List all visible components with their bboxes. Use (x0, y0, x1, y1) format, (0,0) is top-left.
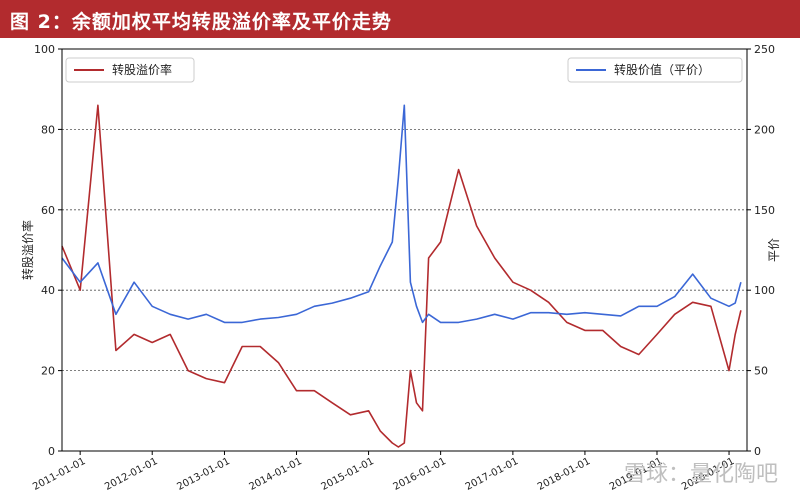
legend-box-left (65, 57, 195, 83)
right-axis-label: 平价 (767, 238, 781, 262)
right-tick-label: 100 (754, 284, 775, 297)
legend-label-premium: 转股溢价率 (112, 62, 172, 77)
x-tick-label: 2017-01-01 (464, 456, 520, 493)
grid-lines (62, 129, 747, 372)
right-tick-label: 150 (754, 204, 775, 217)
plot-frame (61, 48, 748, 452)
left-tick-label: 0 (48, 445, 55, 458)
right-tick-label: 0 (754, 445, 761, 458)
left-tick-label: 20 (41, 365, 55, 378)
left-tick-label: 100 (34, 43, 55, 56)
figure-title: 图 2：余额加权平均转股溢价率及平价走势 (10, 11, 392, 33)
right-tick-label: 250 (754, 43, 775, 56)
legend-box-right (567, 57, 743, 83)
x-tick-label: 2015-01-01 (319, 456, 375, 493)
premium-parity-line-chart: 0 20 40 60 80 100 0 50 100 150 200 250 2011-01-01 201… (20, 43, 781, 493)
x-tick-label: 2016-01-01 (392, 456, 448, 493)
left-tick-label: 80 (41, 123, 55, 136)
premium-rate-line (61, 104, 742, 448)
right-tick-label: 200 (754, 123, 775, 136)
left-tick-label: 60 (41, 204, 55, 217)
right-tick-label: 50 (754, 365, 768, 378)
x-tick-label: 2012-01-01 (103, 456, 159, 493)
x-tick-label: 2018-01-01 (536, 456, 592, 493)
axes: 0 20 40 60 80 100 0 50 100 150 200 250 2011-01-01 201… (20, 43, 781, 493)
legends: 转股溢价率 转股价值（平价） (65, 57, 743, 83)
series-lines (61, 104, 742, 448)
x-tick-label: 2011-01-01 (31, 456, 87, 493)
watermark-text: 雪球：量化陶吧 (623, 462, 778, 487)
left-tick-label: 40 (41, 284, 55, 297)
x-tick-label: 2014-01-01 (247, 456, 303, 493)
legend-label-parity: 转股价值（平价） (614, 62, 710, 77)
left-axis-label: 转股溢价率 (20, 220, 35, 280)
figure-title-bar: 图 2：余额加权平均转股溢价率及平价走势 (0, 0, 800, 38)
parity-value-line (61, 104, 742, 324)
x-tick-label: 2013-01-01 (175, 456, 231, 493)
